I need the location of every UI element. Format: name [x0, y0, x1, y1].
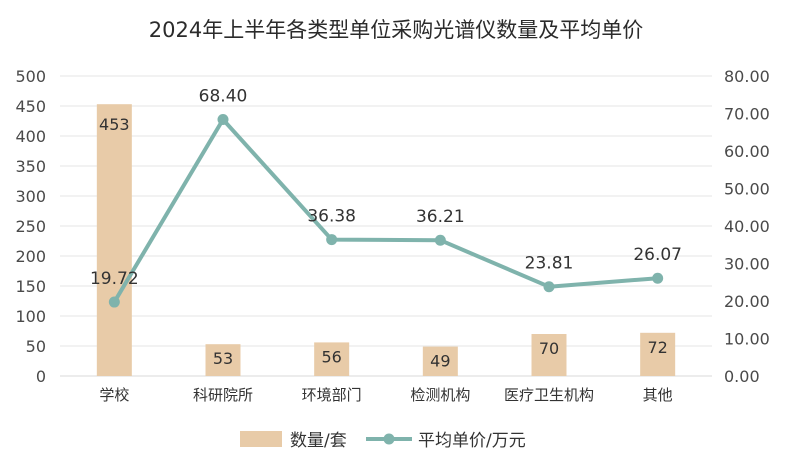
- bar: [205, 344, 241, 376]
- category-label: 科研院所: [193, 386, 253, 404]
- left-tick-label: 0: [36, 367, 46, 386]
- left-tick-label: 50: [26, 337, 46, 356]
- legend: 数量/套 平均单价/万元: [240, 431, 526, 451]
- bar-value-label: 56: [321, 347, 341, 366]
- right-tick-label: 50.00: [724, 180, 770, 199]
- line-point: [652, 272, 664, 284]
- line-point: [217, 114, 229, 125]
- category-label: 检测机构: [410, 386, 470, 404]
- line-value-label: 68.40: [199, 87, 248, 107]
- left-tick-label: 450: [15, 97, 46, 116]
- right-tick-label: 60.00: [724, 142, 770, 161]
- legend-swatch-bar: [240, 431, 282, 447]
- right-axis-ticks: 0.00 10.00 20.00 30.00 40.00 50.00 60.00 70.00 8…: [724, 67, 770, 386]
- line-series: 19.72 68.40 36.38 36.21 23.81 26.07: [90, 87, 682, 308]
- category-label: 其他: [643, 386, 673, 404]
- legend-label-bar: 数量/套: [290, 431, 347, 451]
- bar-value-label: 453: [99, 115, 130, 134]
- bar-value-label: 53: [213, 349, 233, 368]
- gridlines: [60, 75, 712, 347]
- legend-label-line: 平均单价/万元: [418, 431, 526, 451]
- left-tick-label: 350: [15, 157, 46, 176]
- line-point: [326, 234, 338, 246]
- line-value-label: 19.72: [90, 269, 139, 289]
- left-tick-label: 300: [15, 187, 46, 206]
- line-value-label: 36.38: [307, 207, 356, 227]
- bar-value-label: 72: [647, 338, 667, 357]
- bar: [422, 346, 458, 376]
- bar-series: 453 53 56 49 70 72: [96, 104, 676, 376]
- bar-value-label: 49: [430, 352, 450, 371]
- right-tick-label: 0.00: [724, 367, 760, 386]
- left-axis-ticks: 0 50 100 150 200 250 300 350 400 450 500: [15, 67, 46, 386]
- category-label: 环境部门: [302, 386, 362, 404]
- left-tick-label: 400: [15, 127, 46, 146]
- line-point: [108, 296, 120, 308]
- bar: [96, 104, 132, 376]
- left-tick-label: 500: [15, 67, 46, 86]
- category-label: 医疗卫生机构: [504, 386, 594, 404]
- right-tick-label: 70.00: [724, 105, 770, 124]
- line-point: [434, 234, 446, 246]
- left-tick-label: 150: [15, 277, 46, 296]
- series-line: [112, 117, 658, 304]
- right-tick-label: 20.00: [724, 292, 770, 311]
- line-value-label: 36.21: [416, 207, 465, 227]
- category-labels: 学校 科研院所 环境部门 检测机构 医疗卫生机构 其他: [99, 386, 672, 404]
- bar: [640, 332, 676, 376]
- right-tick-label: 30.00: [724, 255, 770, 274]
- bar-value-label: 70: [539, 339, 559, 358]
- category-label: 学校: [99, 386, 129, 404]
- bar: [314, 342, 350, 376]
- right-tick-label: 40.00: [724, 217, 770, 236]
- chart-title: 2024年上半年各类型单位采购光谱仪数量及平均单价: [149, 18, 643, 42]
- left-tick-label: 200: [15, 247, 46, 266]
- right-tick-label: 10.00: [724, 330, 770, 349]
- bar: [531, 334, 567, 376]
- legend-swatch-marker: [383, 433, 395, 445]
- right-tick-label: 80.00: [724, 67, 770, 86]
- line-value-label: 23.81: [525, 254, 574, 274]
- line-point: [543, 281, 555, 293]
- left-tick-label: 250: [15, 217, 46, 236]
- left-tick-label: 100: [15, 307, 46, 326]
- line-value-label: 26.07: [633, 245, 682, 265]
